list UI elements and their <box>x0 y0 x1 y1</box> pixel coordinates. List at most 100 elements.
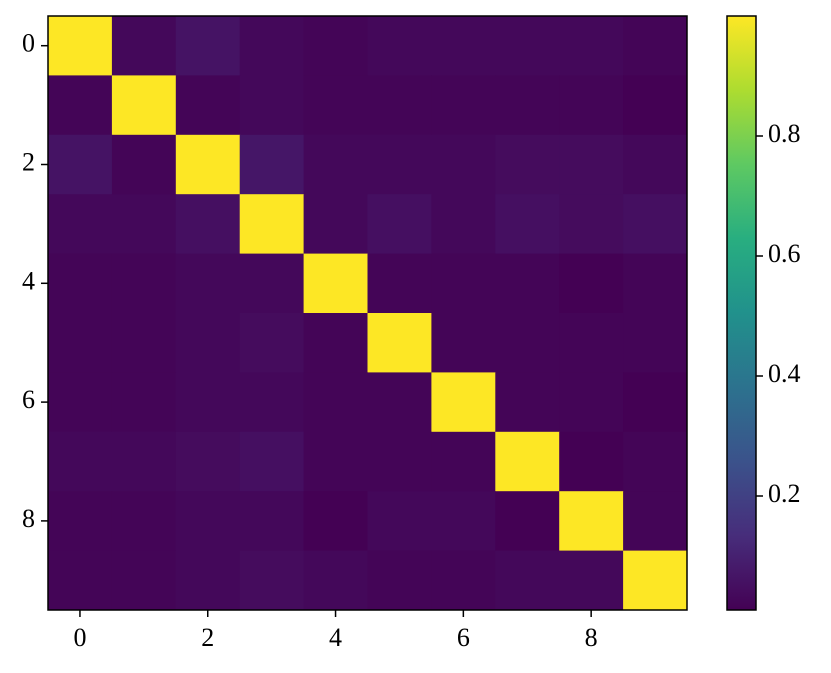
heatmap-cell <box>239 253 305 314</box>
heatmap-cell <box>239 75 305 136</box>
heatmap-cell <box>367 550 432 611</box>
heatmap-cell <box>559 431 624 492</box>
heatmap-cell <box>239 194 305 255</box>
heatmap-cell <box>431 372 496 433</box>
colorbar-tick-label: 0.6 <box>768 239 801 268</box>
y-tick-label: 4 <box>22 266 35 295</box>
heatmap-cell <box>623 134 688 195</box>
heatmap-cell <box>303 550 368 611</box>
heatmap-cell <box>495 253 560 314</box>
heatmap-cell <box>495 491 560 552</box>
heatmap-cell <box>559 491 624 552</box>
heatmap-cell <box>367 313 432 373</box>
heatmap-cell <box>239 550 305 611</box>
heatmap-cell <box>48 134 113 195</box>
colorbar-tick-label: 0.8 <box>768 119 801 148</box>
heatmap-cell <box>431 75 496 136</box>
heatmap-cell <box>495 16 560 76</box>
heatmap-cell <box>303 75 368 136</box>
heatmap-cell <box>303 253 368 314</box>
heatmap-cell <box>623 16 688 76</box>
heatmap-cell <box>111 491 177 552</box>
heatmap-cell <box>431 16 496 76</box>
heatmap-cell <box>48 491 113 552</box>
heatmap-cell <box>111 134 177 195</box>
y-tick-label: 6 <box>22 385 35 414</box>
heatmap-cell <box>111 431 177 492</box>
heatmap-cell <box>495 372 560 433</box>
heatmap-cell <box>495 75 560 136</box>
heatmap-cell <box>111 313 177 373</box>
heatmap-cell <box>559 16 624 76</box>
heatmap-cell <box>367 491 432 552</box>
heatmap-cell <box>431 134 496 195</box>
heatmap-cell <box>175 372 241 433</box>
heatmap-cell <box>48 253 113 314</box>
heatmap-cell <box>367 431 432 492</box>
heatmap-cell <box>303 431 368 492</box>
heatmap-cell <box>495 134 560 195</box>
heatmap-cell <box>111 16 177 76</box>
heatmap-cell <box>431 253 496 314</box>
heatmap-cell <box>175 550 241 611</box>
heatmap-cell <box>367 75 432 136</box>
heatmap-cell <box>623 372 688 433</box>
heatmap-cell <box>559 313 624 373</box>
heatmap-cell <box>111 550 177 611</box>
heatmap-cell <box>48 372 113 433</box>
heatmap-cell <box>48 431 113 492</box>
heatmap-cell <box>111 253 177 314</box>
colorbar-tick-label: 0.2 <box>768 479 801 508</box>
y-tick-label: 8 <box>22 504 35 533</box>
heatmap-cell <box>367 194 432 255</box>
heatmap-cell <box>239 491 305 552</box>
plot-frame <box>47 15 688 611</box>
heatmap-cell <box>495 431 560 492</box>
x-tick-label: 4 <box>329 623 342 652</box>
y-tick-label: 0 <box>22 29 35 58</box>
heatmap-cell <box>431 313 496 373</box>
heatmap-cell <box>559 372 624 433</box>
heatmap-cell <box>623 550 688 611</box>
heatmap-cell <box>431 194 496 255</box>
x-tick-label: 8 <box>585 623 598 652</box>
heatmap-cell <box>559 194 624 255</box>
x-tick-label: 0 <box>73 623 86 652</box>
heatmap-cell <box>623 75 688 136</box>
heatmap-cell <box>431 431 496 492</box>
heatmap-cell <box>175 75 241 136</box>
heatmap-cell <box>367 372 432 433</box>
heatmap-cell <box>239 431 305 492</box>
heatmap-cell <box>239 134 305 195</box>
heatmap-cell <box>367 253 432 314</box>
heatmap-cell <box>48 194 113 255</box>
heatmap-cell <box>239 372 305 433</box>
heatmap-cell <box>495 313 560 373</box>
colorbar <box>726 15 757 611</box>
heatmap-cell <box>303 313 368 373</box>
heatmap-cell <box>303 372 368 433</box>
heatmap-cell <box>303 16 368 76</box>
heatmap-cell <box>559 253 624 314</box>
heatmap-cell <box>623 491 688 552</box>
heatmap-cell <box>623 194 688 255</box>
heatmap-cell <box>175 491 241 552</box>
heatmap-cell <box>623 431 688 492</box>
heatmap-cell <box>431 491 496 552</box>
heatmap-cell <box>367 134 432 195</box>
x-tick-label: 2 <box>201 623 214 652</box>
colorbar-tick-label: 0.4 <box>768 359 801 388</box>
heatmap-cell <box>431 550 496 611</box>
heatmap-cell <box>111 75 177 136</box>
heatmap-cell <box>303 194 368 255</box>
heatmap-cell <box>175 313 241 373</box>
heatmap-cell <box>239 313 305 373</box>
heatmap-cell <box>303 134 368 195</box>
heatmap-cell <box>48 550 113 611</box>
heatmap-cell <box>48 313 113 373</box>
heatmap-cell <box>559 75 624 136</box>
heatmap-cell <box>48 16 113 76</box>
heatmap-cell <box>367 16 432 76</box>
heatmap-cell <box>495 194 560 255</box>
